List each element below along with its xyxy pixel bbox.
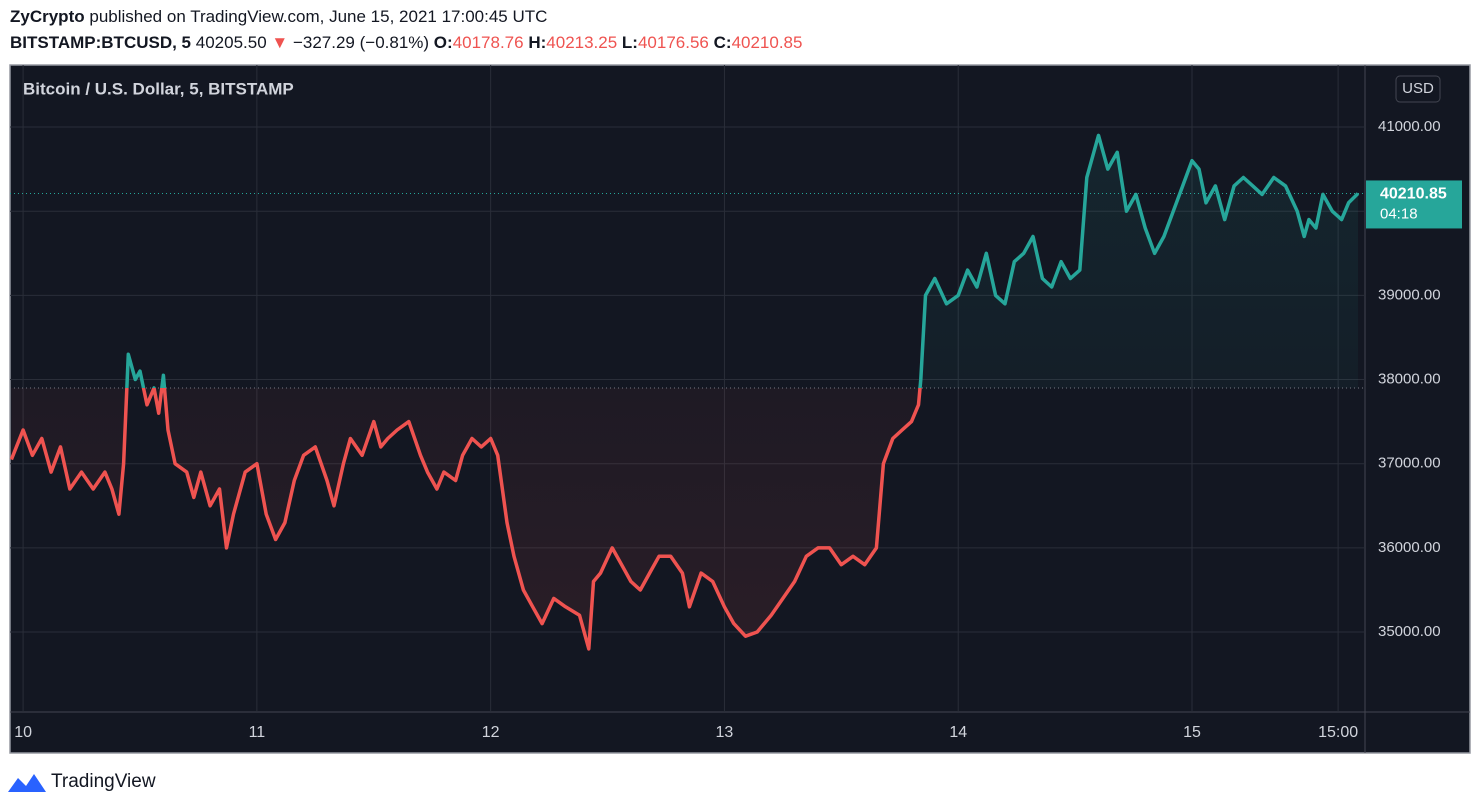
publisher: ZyCrypto <box>10 7 85 26</box>
publish-line: ZyCrypto published on TradingView.com, J… <box>10 7 547 26</box>
x-tick-label: 15 <box>1183 724 1201 741</box>
open-label: O: <box>434 33 453 52</box>
price-line-series <box>9 133 1360 651</box>
price-tag <box>1366 180 1462 229</box>
logo-icon <box>8 774 46 792</box>
currency: USD <box>1402 80 1434 97</box>
y-tick-label: 41000.00 <box>1378 118 1441 135</box>
last: 40205.50 <box>196 33 267 52</box>
logo: TradingView <box>8 771 156 792</box>
y-tick-label: 37000.00 <box>1378 455 1441 472</box>
x-tick-label: 14 <box>949 724 967 741</box>
price-tag-value: 40210.85 <box>1380 186 1447 203</box>
high-label: H: <box>528 33 546 52</box>
change: −327.29 (−0.81%) <box>293 33 429 52</box>
close: 40210.85 <box>732 33 803 52</box>
y-tick-label: 36000.00 <box>1378 539 1441 556</box>
symbol: BITSTAMP:BTCUSD, 5 <box>10 33 191 52</box>
area-fill <box>11 135 1358 649</box>
high: 40213.25 <box>546 33 617 52</box>
quote-line: BITSTAMP:BTCUSD, 5 40205.50 ▼ −327.29 (−… <box>10 33 802 52</box>
x-tick-label: 10 <box>14 724 32 741</box>
chart-title: Bitcoin / U.S. Dollar, 5, BITSTAMP <box>23 79 294 98</box>
y-tick-label: 38000.00 <box>1378 371 1441 388</box>
close-label: C: <box>714 33 732 52</box>
currency-box <box>1395 75 1441 103</box>
plot <box>9 65 1365 712</box>
y-tick-label: 39000.00 <box>1378 286 1441 303</box>
low: 40176.56 <box>638 33 709 52</box>
x-tick-label: 15:00 <box>1318 724 1358 741</box>
published: published on TradingView.com, June 15, 2… <box>89 7 547 26</box>
brand: TradingView <box>51 771 156 792</box>
open: 40178.76 <box>453 33 524 52</box>
x-tick-label: 12 <box>482 724 500 741</box>
y-tick-label: 35000.00 <box>1378 623 1441 640</box>
arrow: ▼ <box>271 33 288 52</box>
x-tick-label: 13 <box>716 724 734 741</box>
countdown: 04:18 <box>1380 205 1418 222</box>
x-tick-label: 11 <box>249 724 266 741</box>
low-label: L: <box>622 33 638 52</box>
